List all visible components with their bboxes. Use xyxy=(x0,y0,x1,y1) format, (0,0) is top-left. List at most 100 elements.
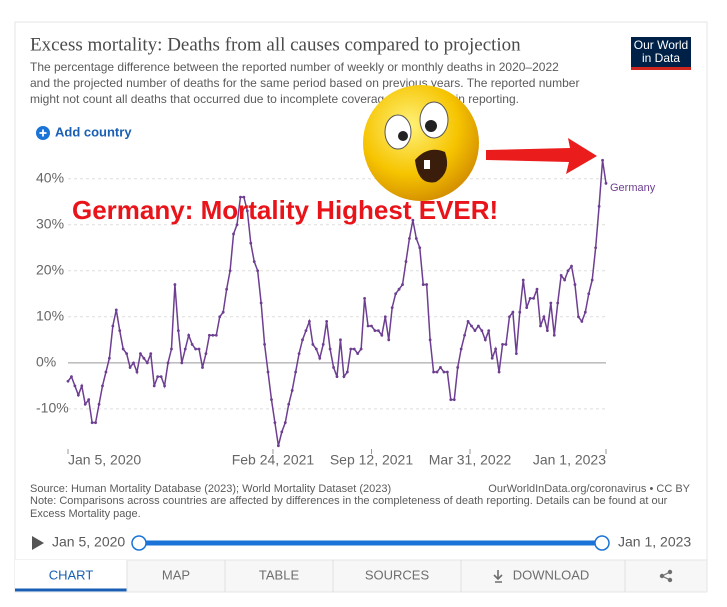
data-point xyxy=(235,223,239,227)
data-point xyxy=(156,375,160,379)
data-point xyxy=(342,375,346,379)
data-point xyxy=(245,209,249,213)
tab[interactable]: SOURCES xyxy=(365,567,430,582)
data-point xyxy=(601,158,604,162)
data-point xyxy=(228,269,232,273)
data-point xyxy=(552,333,556,337)
data-point xyxy=(76,393,80,397)
data-point xyxy=(301,338,304,342)
data-point xyxy=(328,347,332,351)
data-point xyxy=(363,296,366,300)
timeline[interactable]: Jan 5, 2020 Jan 1, 2023 xyxy=(32,534,691,551)
data-point xyxy=(190,343,194,346)
tab[interactable]: CHART xyxy=(49,567,94,582)
data-point xyxy=(104,370,108,374)
data-point xyxy=(166,361,170,365)
data-point xyxy=(118,329,122,333)
data-point xyxy=(339,338,342,342)
data-point xyxy=(597,204,601,208)
data-point xyxy=(394,292,398,296)
data-point xyxy=(152,384,156,388)
x-tick-label: Mar 31, 2022 xyxy=(429,452,512,468)
x-tick-label: Jan 5, 2020 xyxy=(68,452,141,468)
data-point xyxy=(497,370,501,374)
data-point xyxy=(401,283,404,286)
data-point xyxy=(83,402,87,406)
y-tick-label: 30% xyxy=(36,215,64,231)
credit: OurWorldInData.org/coronavirus • CC BY xyxy=(488,483,690,495)
add-country-label[interactable]: Add country xyxy=(55,124,132,139)
data-point xyxy=(428,338,432,342)
timeline-handle[interactable] xyxy=(594,535,610,551)
subtitle: and the projected number of deaths for t… xyxy=(30,76,579,90)
data-point xyxy=(459,347,463,351)
data-point xyxy=(583,310,587,314)
data-point xyxy=(490,356,494,360)
arrow-shape xyxy=(486,138,597,174)
data-point xyxy=(183,347,187,351)
data-point xyxy=(221,310,225,314)
data-point xyxy=(73,384,77,388)
data-point xyxy=(587,292,591,296)
timeline-handle[interactable] xyxy=(131,535,147,551)
data-point xyxy=(504,343,508,346)
data-point xyxy=(214,333,218,337)
data-point xyxy=(418,246,422,250)
data-point xyxy=(421,283,425,286)
emoji-eye xyxy=(384,114,412,150)
data-point xyxy=(173,283,177,286)
emoji-tooth xyxy=(424,160,430,169)
data-point xyxy=(439,366,442,369)
data-point xyxy=(476,324,480,328)
data-point xyxy=(473,329,477,333)
tab[interactable]: MAP xyxy=(162,567,190,582)
data-point xyxy=(514,352,518,356)
data-point xyxy=(580,320,584,323)
data-point xyxy=(414,237,418,240)
data-point xyxy=(370,324,373,328)
data-point xyxy=(449,398,453,402)
data-point xyxy=(452,398,456,402)
card xyxy=(14,21,708,593)
data-point xyxy=(139,352,142,356)
data-point xyxy=(159,375,163,379)
data-point xyxy=(470,324,473,328)
data-point xyxy=(332,366,335,369)
play-button[interactable] xyxy=(32,536,44,550)
data-point xyxy=(508,315,511,319)
data-point xyxy=(201,366,204,369)
chart-title: Excess mortality: Deaths from all causes… xyxy=(30,34,521,55)
data-point xyxy=(211,333,215,337)
data-point xyxy=(225,287,229,291)
note: Excess Mortality page. xyxy=(30,508,141,520)
data-point xyxy=(352,347,356,351)
emoji-face xyxy=(363,85,479,201)
add-country[interactable]: Add country xyxy=(36,124,132,140)
data-point xyxy=(239,195,242,199)
data-point xyxy=(425,283,429,286)
data-point xyxy=(366,324,370,328)
note: Note: Comparisons across countries are a… xyxy=(30,495,668,507)
data-point xyxy=(197,347,201,351)
x-tick-label: Jan 1, 2023 xyxy=(533,452,606,468)
tab[interactable]: TABLE xyxy=(259,567,300,582)
data-point xyxy=(135,370,139,374)
data-point xyxy=(256,269,260,273)
data-point xyxy=(266,370,270,374)
data-point xyxy=(145,361,149,365)
data-point xyxy=(494,347,498,351)
timeline-end: Jan 1, 2023 xyxy=(618,534,691,550)
share-icon[interactable] xyxy=(659,569,673,583)
data-point xyxy=(356,352,360,356)
data-point xyxy=(252,260,256,263)
data-point xyxy=(242,195,246,199)
data-point xyxy=(397,287,401,291)
data-point xyxy=(563,278,567,282)
data-point xyxy=(294,370,298,374)
tab[interactable]: DOWNLOAD xyxy=(513,567,590,582)
data-point xyxy=(321,343,325,346)
data-point xyxy=(101,384,104,388)
data-point xyxy=(559,273,563,277)
